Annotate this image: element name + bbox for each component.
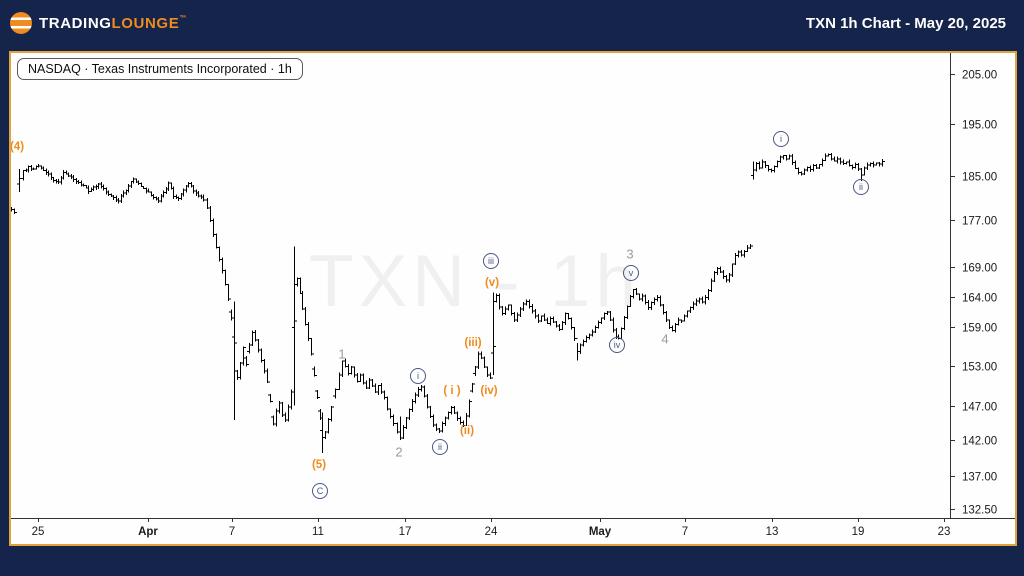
svg-text:185.00: 185.00 <box>962 172 997 184</box>
svg-text:13: 13 <box>766 526 779 538</box>
svg-text:205.00: 205.00 <box>962 70 997 82</box>
wave-label-circled-text: i <box>780 134 782 144</box>
wave-label-circled-text: C <box>317 486 324 496</box>
wave-label-orange: (ii) <box>460 425 474 437</box>
wave-label-gray: 3 <box>626 247 633 262</box>
tradinglounge-logo[interactable]: TRADINGLOUNGE™ <box>10 12 187 34</box>
wave-label-circle <box>853 179 869 195</box>
wave-label-circled-text: v <box>629 268 634 278</box>
wave-label-gray: 2 <box>395 445 402 460</box>
time-axis[interactable]: 25 Apr 7 11 17 24 May 7 13 19 23 <box>32 518 951 538</box>
svg-text:25: 25 <box>32 526 45 538</box>
wave-label-circle <box>773 131 789 147</box>
price-chart-canvas[interactable]: TXN - 1h 205.00 195.00 185.00 177.00 169.00 16… <box>9 53 1015 544</box>
symbol-badge[interactable]: NASDAQ · Texas Instruments Incorporated … <box>17 58 303 80</box>
tradinglounge-logo-icon <box>10 12 32 34</box>
svg-text:7: 7 <box>682 526 688 538</box>
wave-label-orange: (4) <box>11 141 24 153</box>
wave-label-circled-text: iii <box>488 256 494 266</box>
svg-text:19: 19 <box>852 526 865 538</box>
trademark-symbol: ™ <box>179 14 187 22</box>
watermark-text: TXN - 1h <box>309 241 641 322</box>
svg-text:17: 17 <box>399 526 412 538</box>
svg-text:195.00: 195.00 <box>962 120 997 132</box>
brand-first: TRADING <box>39 14 112 32</box>
wave-label-circled-text: ii <box>859 182 863 192</box>
wave-label-circle <box>609 337 625 353</box>
wave-label-circle <box>312 483 328 499</box>
brand-second: LOUNGE <box>111 14 180 32</box>
wave-label-circled-text: iv <box>614 340 621 350</box>
svg-text:137.00: 137.00 <box>962 472 997 484</box>
chart-panel: NASDAQ · Texas Instruments Incorporated … <box>9 51 1017 546</box>
svg-text:177.00: 177.00 <box>962 216 997 228</box>
header-bar: TRADINGLOUNGE™ TXN 1h Chart - May 20, 20… <box>0 0 1024 46</box>
svg-text:159.00: 159.00 <box>962 323 997 335</box>
price-axis[interactable]: 205.00 195.00 185.00 177.00 169.00 164.00 159.… <box>950 70 997 517</box>
svg-text:23: 23 <box>938 526 951 538</box>
ohlc-bars <box>9 153 885 453</box>
wave-label-orange: ( i ) <box>443 385 460 397</box>
wave-label-orange: (v) <box>485 277 499 289</box>
svg-text:147.00: 147.00 <box>962 402 997 414</box>
svg-text:164.00: 164.00 <box>962 293 997 305</box>
wave-label-circle <box>432 439 448 455</box>
brand-name: TRADINGLOUNGE™ <box>39 15 187 32</box>
wave-label-circle <box>410 368 426 384</box>
svg-text:169.00: 169.00 <box>962 263 997 275</box>
price-chart[interactable]: TXN - 1h 205.00 195.00 185.00 177.00 169.00 16… <box>9 53 1015 544</box>
svg-text:7: 7 <box>229 526 235 538</box>
svg-text:11: 11 <box>312 526 324 538</box>
wave-label-gray: 4 <box>661 332 668 347</box>
svg-text:Apr: Apr <box>138 526 158 538</box>
wave-label-circle <box>623 265 639 281</box>
wave-annotations: (4)(5)(iii)(v)( i )(ii)(iv)1234Ciiiiiiiv… <box>10 131 869 499</box>
wave-label-gray: 1 <box>338 347 345 362</box>
wave-label-orange: (5) <box>312 459 326 471</box>
svg-text:May: May <box>589 526 612 538</box>
wave-label-orange: (iv) <box>480 385 497 397</box>
wave-label-circled-text: i <box>417 371 419 381</box>
wave-label-circled-text: ii <box>438 442 442 452</box>
svg-text:153.00: 153.00 <box>962 362 997 374</box>
svg-text:24: 24 <box>485 526 498 538</box>
svg-text:132.50: 132.50 <box>962 505 997 517</box>
wave-label-circle <box>483 253 499 269</box>
wave-label-orange: (iii) <box>464 337 481 349</box>
chart-title: TXN 1h Chart - May 20, 2025 <box>805 14 1006 32</box>
svg-text:142.00: 142.00 <box>962 436 997 448</box>
